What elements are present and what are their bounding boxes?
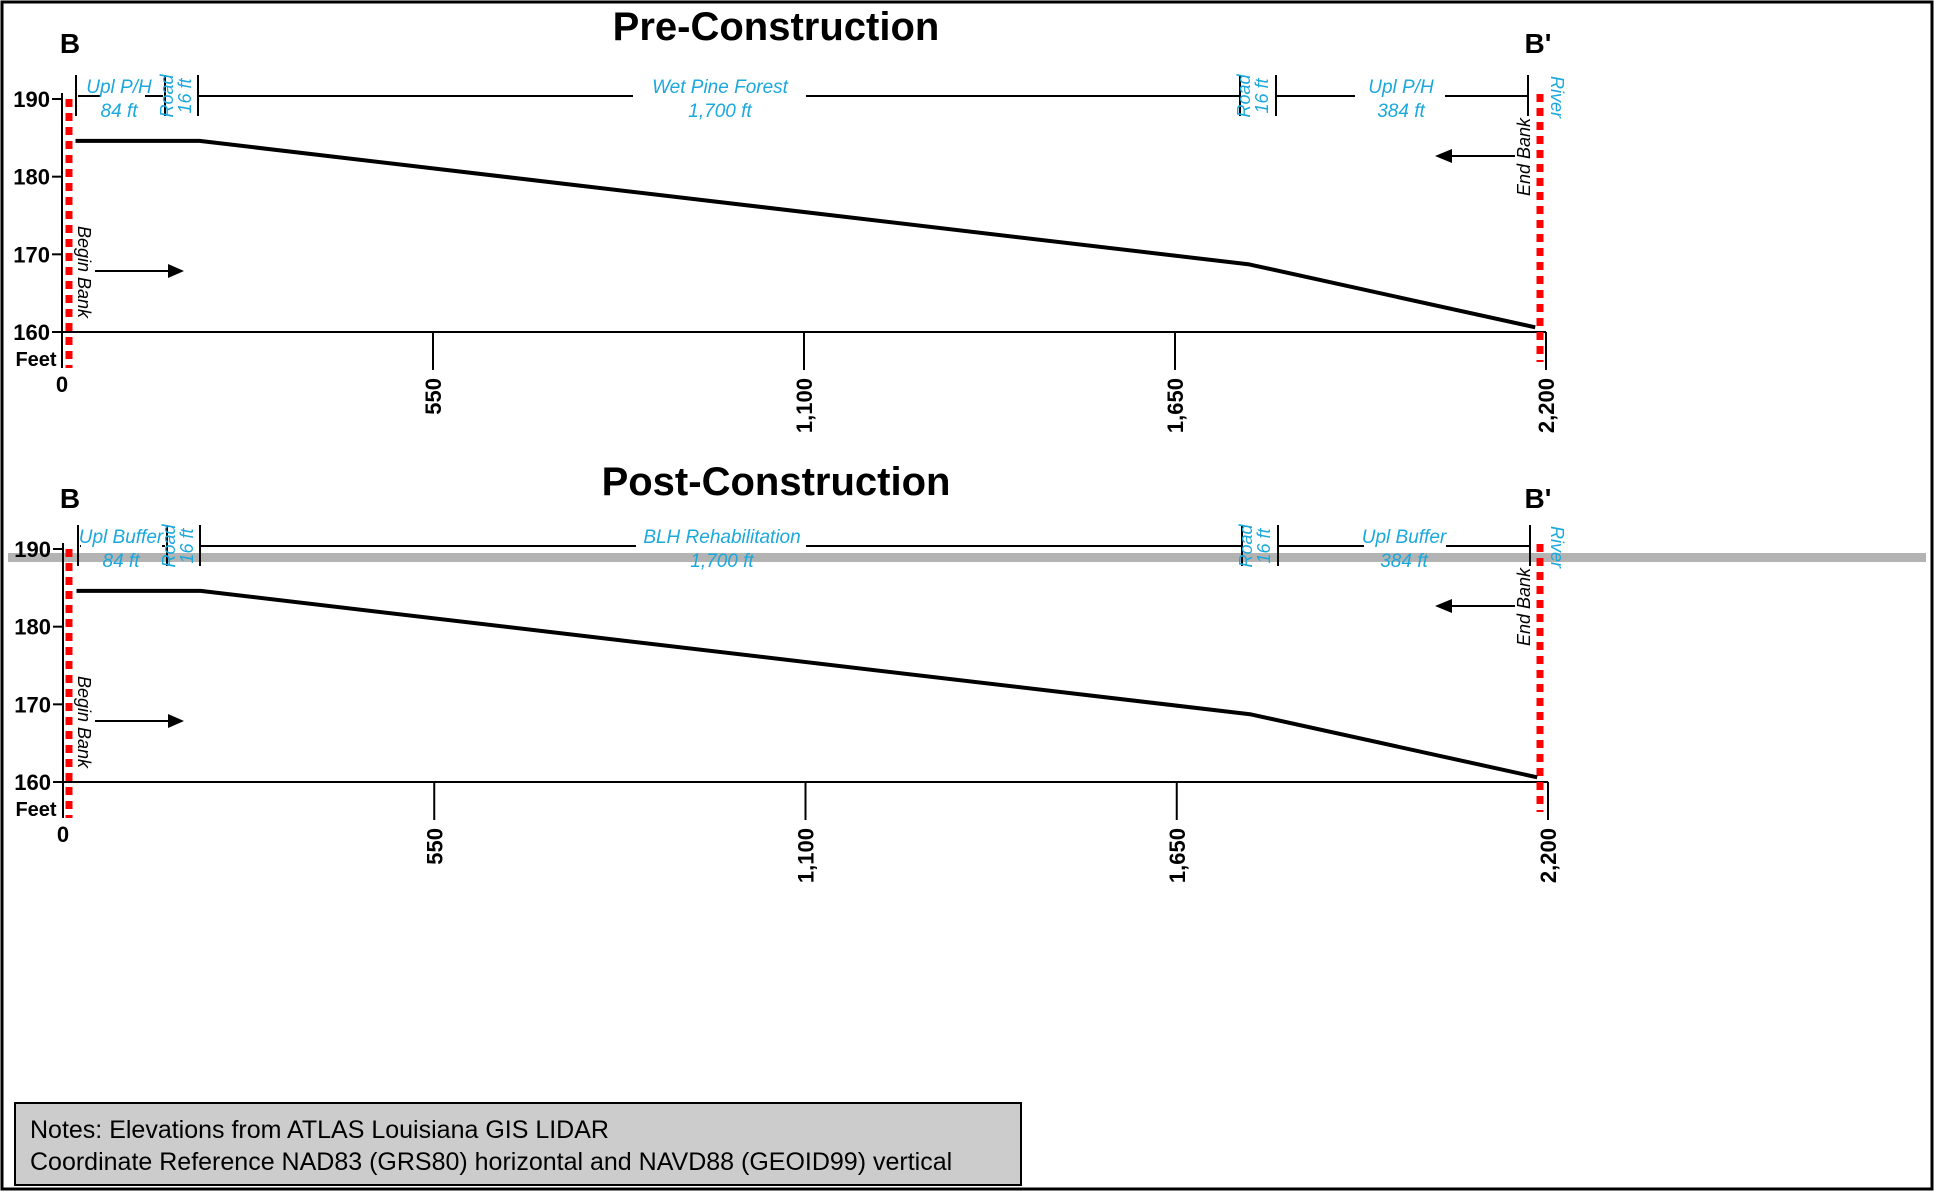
x-tick-label: 1,650 [1163,378,1188,433]
zone-length: 384 ft [1377,101,1425,122]
zone-name: Upl Buffer [79,527,164,548]
end-bank-arrow-head [1435,149,1452,163]
y-tick-label: 170 [13,242,50,267]
y-tick-label: 190 [13,87,50,112]
river-label: River [1547,76,1567,119]
end-bank-arrow-head [1435,599,1452,613]
y-axis-unit-label: Feet [15,799,56,821]
zone-name: Upl P/H [1368,77,1434,98]
zone-name: Upl Buffer [1362,527,1447,548]
x-tick-label: 550 [421,378,446,415]
section-end-label: B' [1525,483,1552,514]
zone-road-name: Road [1236,523,1256,567]
ground-profile-line [76,588,1538,780]
x-tick-label: 1,650 [1165,828,1190,883]
x-tick-label: 550 [422,828,447,865]
x-tick-label: 1,100 [792,378,817,433]
x-tick-label: 2,200 [1534,378,1559,433]
zone-length: 1,700 ft [688,101,752,122]
end-bank-label: End Bank [1514,117,1534,196]
section-start-label: B [60,483,80,514]
y-tick-label: 170 [14,692,51,717]
y-tick-label: 160 [13,320,50,345]
end-bank-label: End Bank [1514,567,1534,646]
zone-length: 84 ft [101,101,139,122]
zone-name: Wet Pine Forest [652,77,789,98]
y-axis-unit-label: Feet [15,349,56,371]
begin-bank-label: Begin Bank [74,676,94,769]
river-label: River [1547,526,1567,569]
zone-road-length: 16 ft [1252,77,1272,113]
begin-bank-label: Begin Bank [74,226,94,319]
zone-name: Upl P/H [86,77,152,98]
zone-road-length: 16 ft [175,77,195,113]
y-tick-label: 160 [14,770,51,795]
chart-title: Post-Construction [602,460,951,504]
notes-line-2: Coordinate Reference NAD83 (GRS80) horiz… [30,1148,953,1176]
zone-road-length: 16 ft [1254,527,1274,563]
zone-road-name: Road [159,523,179,567]
begin-bank-arrow-head [168,714,184,728]
zone-name: BLH Rehabilitation [643,527,800,548]
zone-road-name: Road [1234,73,1254,117]
x-tick-label: 2,200 [1536,828,1561,883]
ground-profile-line [75,138,1536,330]
y-tick-label: 190 [14,537,51,562]
y-tick-label: 180 [13,165,50,190]
x-tick-label: 0 [56,372,68,397]
chart-title: Pre-Construction [613,5,940,49]
notes-line-1: Notes: Elevations from ATLAS Louisiana G… [30,1116,609,1144]
x-tick-label: 0 [57,822,69,847]
section-end-label: B' [1525,28,1552,59]
panel-separator [8,553,1926,562]
zone-length: 1,700 ft [690,551,754,572]
zone-road-length: 16 ft [177,527,197,563]
y-tick-label: 180 [14,615,51,640]
zone-length: 384 ft [1380,551,1428,572]
x-tick-label: 1,100 [794,828,819,883]
begin-bank-arrow-head [168,264,184,278]
section-start-label: B [60,28,80,59]
zone-road-name: Road [157,73,177,117]
zone-length: 84 ft [103,551,141,572]
notes-box: Notes: Elevations from ATLAS Louisiana G… [14,1102,1022,1186]
